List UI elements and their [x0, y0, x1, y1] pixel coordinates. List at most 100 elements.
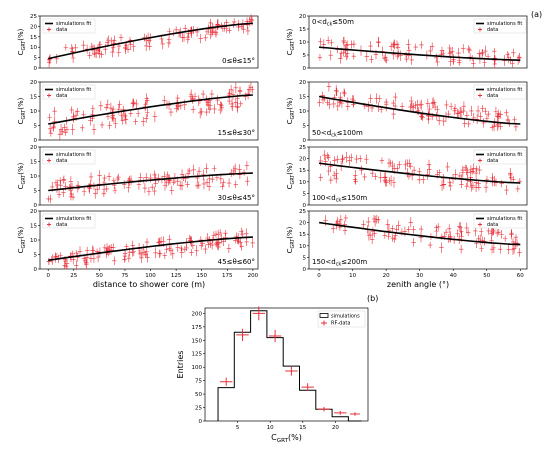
data-point: [417, 175, 422, 184]
data-point: [69, 106, 74, 114]
legend-data-swatch: [47, 27, 51, 32]
y-tick-label: 5: [303, 124, 307, 130]
data-point: [127, 36, 133, 44]
x-tick-label: 5: [236, 425, 240, 431]
legend-data-swatch: [478, 93, 482, 98]
panel-b-label: (b): [367, 294, 378, 303]
data-point: [469, 105, 474, 117]
data-point: [239, 242, 244, 251]
data-point: [509, 229, 514, 240]
data-point: [455, 109, 460, 118]
data-point: [371, 214, 377, 223]
data-point: [94, 48, 99, 58]
data-point: [173, 26, 179, 34]
data-point: [398, 50, 403, 61]
data-point: [110, 46, 115, 58]
data-point: [411, 166, 417, 175]
data-point: [511, 48, 516, 58]
data-point: [206, 182, 212, 191]
data-point: [320, 91, 325, 100]
data-point: [455, 109, 461, 118]
data-point: [334, 87, 339, 97]
y-tick-label: 10: [299, 40, 306, 46]
data-point: [209, 240, 215, 250]
data-point: [471, 163, 476, 174]
data-point: [385, 219, 391, 230]
data-point: [110, 105, 116, 113]
legend-box: [42, 149, 96, 165]
data-point: [83, 257, 89, 268]
data-point: [498, 244, 503, 254]
data-point: [188, 235, 194, 245]
data-point: [328, 176, 334, 184]
data-point: [353, 169, 358, 181]
data-point: [325, 99, 330, 106]
data-point: [212, 165, 217, 172]
data-point: [130, 98, 136, 109]
data-point: [145, 252, 150, 263]
y-tick-label: 20: [30, 80, 37, 86]
data-point: [93, 188, 98, 199]
y-tick-label: 20: [30, 24, 37, 30]
data-point: [131, 98, 136, 108]
data-point: [496, 109, 501, 117]
data-point: [317, 53, 323, 61]
data-point: [391, 40, 397, 48]
data-point: [459, 226, 464, 237]
data-point: [477, 49, 482, 58]
rf-data-point: [219, 377, 233, 386]
data-point: [468, 176, 473, 187]
y-tick-label: 10: [299, 244, 306, 250]
data-point: [408, 217, 413, 228]
data-point: [436, 115, 442, 126]
data-point: [81, 254, 87, 262]
data-point: [431, 99, 437, 106]
y-tick-label: 5: [34, 56, 38, 62]
data-point: [396, 220, 401, 231]
data-point: [496, 229, 501, 236]
data-point: [467, 46, 472, 54]
data-point: [473, 183, 479, 193]
panel-annotation: 0<dck≤50m: [312, 18, 354, 28]
data-point: [198, 236, 204, 244]
y-tick-label: 0: [34, 138, 38, 144]
data-point: [364, 154, 369, 164]
data-point: [428, 46, 433, 56]
data-point: [479, 227, 484, 237]
data-point: [144, 114, 149, 123]
data-point: [156, 173, 161, 183]
data-point: [131, 41, 136, 52]
legend-fit-label: simulations fit: [487, 152, 522, 158]
data-point: [62, 261, 67, 270]
data-point: [411, 102, 416, 112]
y-tick-label: 50: [195, 392, 202, 398]
panel-histogram: 0 25 50 75 100 125 150 175 200 5 10 15 20 Entries CGRT…: [176, 306, 369, 444]
data-point: [335, 155, 340, 164]
data-point: [425, 98, 431, 108]
legend-data-swatch: [47, 222, 51, 227]
data-point: [448, 102, 454, 111]
data-point: [111, 114, 117, 123]
data-point: [123, 115, 128, 124]
data-point: [441, 116, 446, 126]
fit-line: [48, 236, 253, 262]
y-tick-label: 15: [30, 95, 37, 101]
data-point: [461, 44, 466, 54]
data-point: [344, 151, 349, 163]
data-point: [243, 92, 248, 101]
data-point: [373, 173, 378, 180]
data-point: [491, 242, 497, 253]
panel-annotation: 150<dck≤200m: [312, 258, 367, 268]
legend-rf-data-label: RF-data: [331, 321, 350, 327]
data-point: [135, 109, 141, 118]
legend-data-label: data: [487, 158, 498, 164]
y-axis-label: Entries: [176, 351, 185, 379]
y-tick-label: 0: [303, 203, 307, 209]
data-point: [508, 173, 514, 183]
data-point: [166, 34, 172, 45]
data-point: [427, 163, 432, 175]
rf-data-point: [334, 411, 347, 415]
data-point: [383, 98, 389, 106]
data-point: [237, 86, 243, 97]
